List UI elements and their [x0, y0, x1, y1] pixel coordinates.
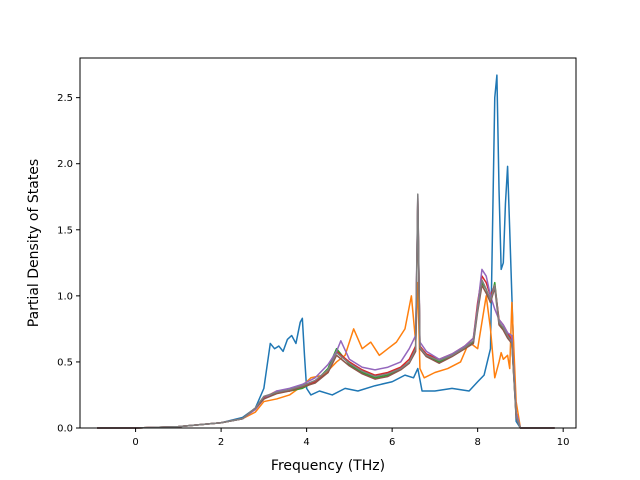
y-tick-label: 0.0: [57, 424, 73, 435]
x-tick-label: 10: [557, 437, 570, 448]
y-axis-ticks: 0.0 0.5 1.0 1.5 2.0 2.5: [57, 93, 80, 435]
y-tick-label: 1.5: [57, 225, 73, 236]
x-tick-label: 6: [389, 437, 395, 448]
y-tick-label: 0.5: [57, 357, 73, 368]
x-tick-label: 2: [218, 437, 224, 448]
x-tick-label: 0: [132, 437, 138, 448]
y-tick-label: 2.5: [57, 93, 73, 104]
x-axis-ticks: 0 2 4 6 8 10: [132, 428, 570, 448]
x-tick-label: 8: [474, 437, 480, 448]
y-tick-label: 2.0: [57, 159, 73, 170]
series-line-7: [97, 193, 555, 429]
plot-area-frame: [79, 57, 577, 429]
y-tick-label: 1.0: [57, 291, 73, 302]
x-axis-label: Frequency (THz): [271, 458, 385, 474]
series-line-1: [97, 74, 555, 429]
x-tick-label: 4: [303, 437, 309, 448]
series-layer: [97, 74, 555, 429]
y-axis-label: Partial Density of States: [26, 159, 42, 327]
series-line-2: [97, 281, 555, 429]
